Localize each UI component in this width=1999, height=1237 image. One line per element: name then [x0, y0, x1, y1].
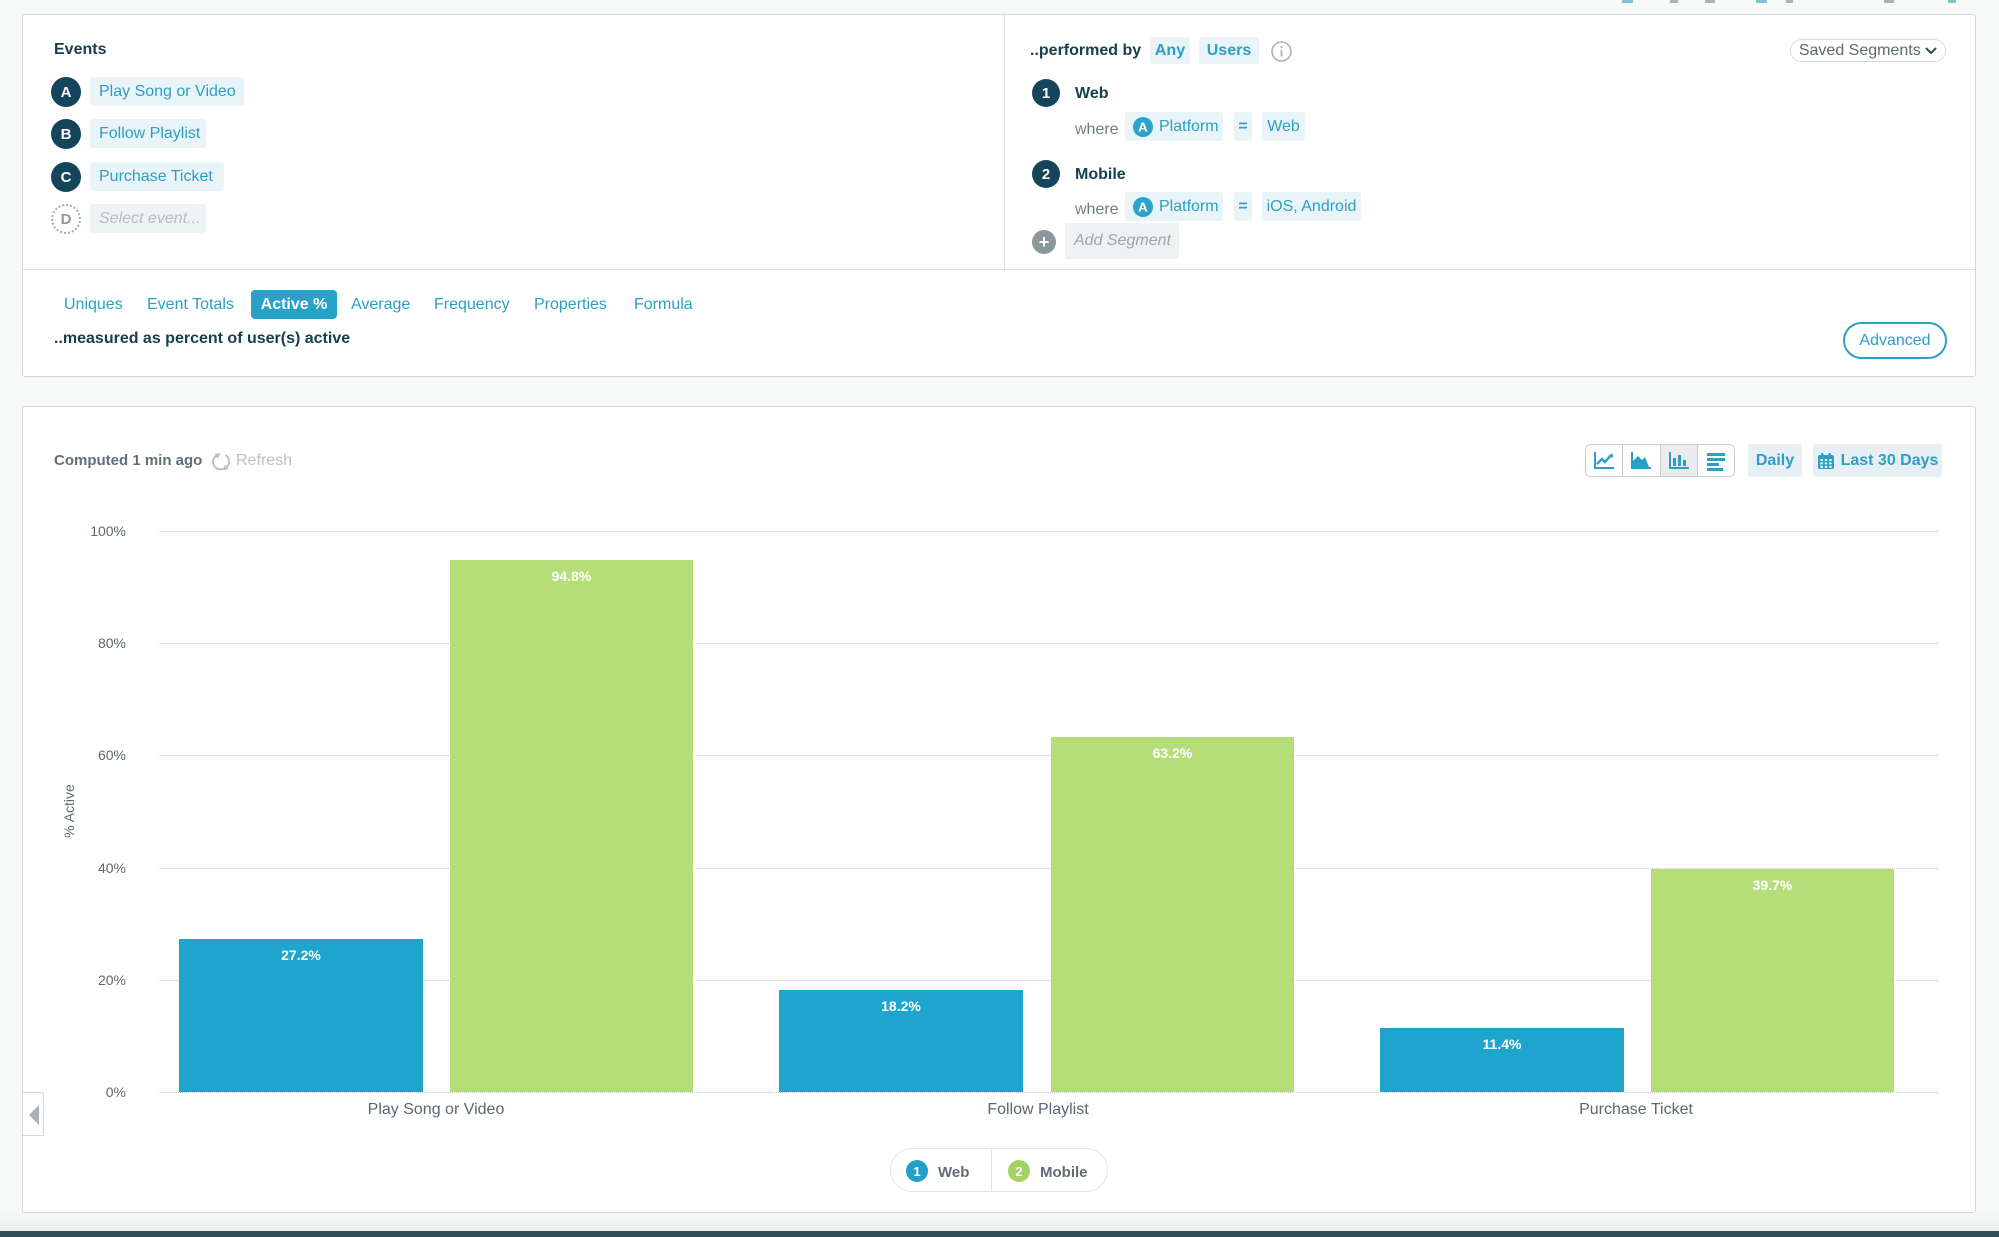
- svg-text:A: A: [1138, 199, 1148, 214]
- svg-text:A: A: [1138, 119, 1148, 134]
